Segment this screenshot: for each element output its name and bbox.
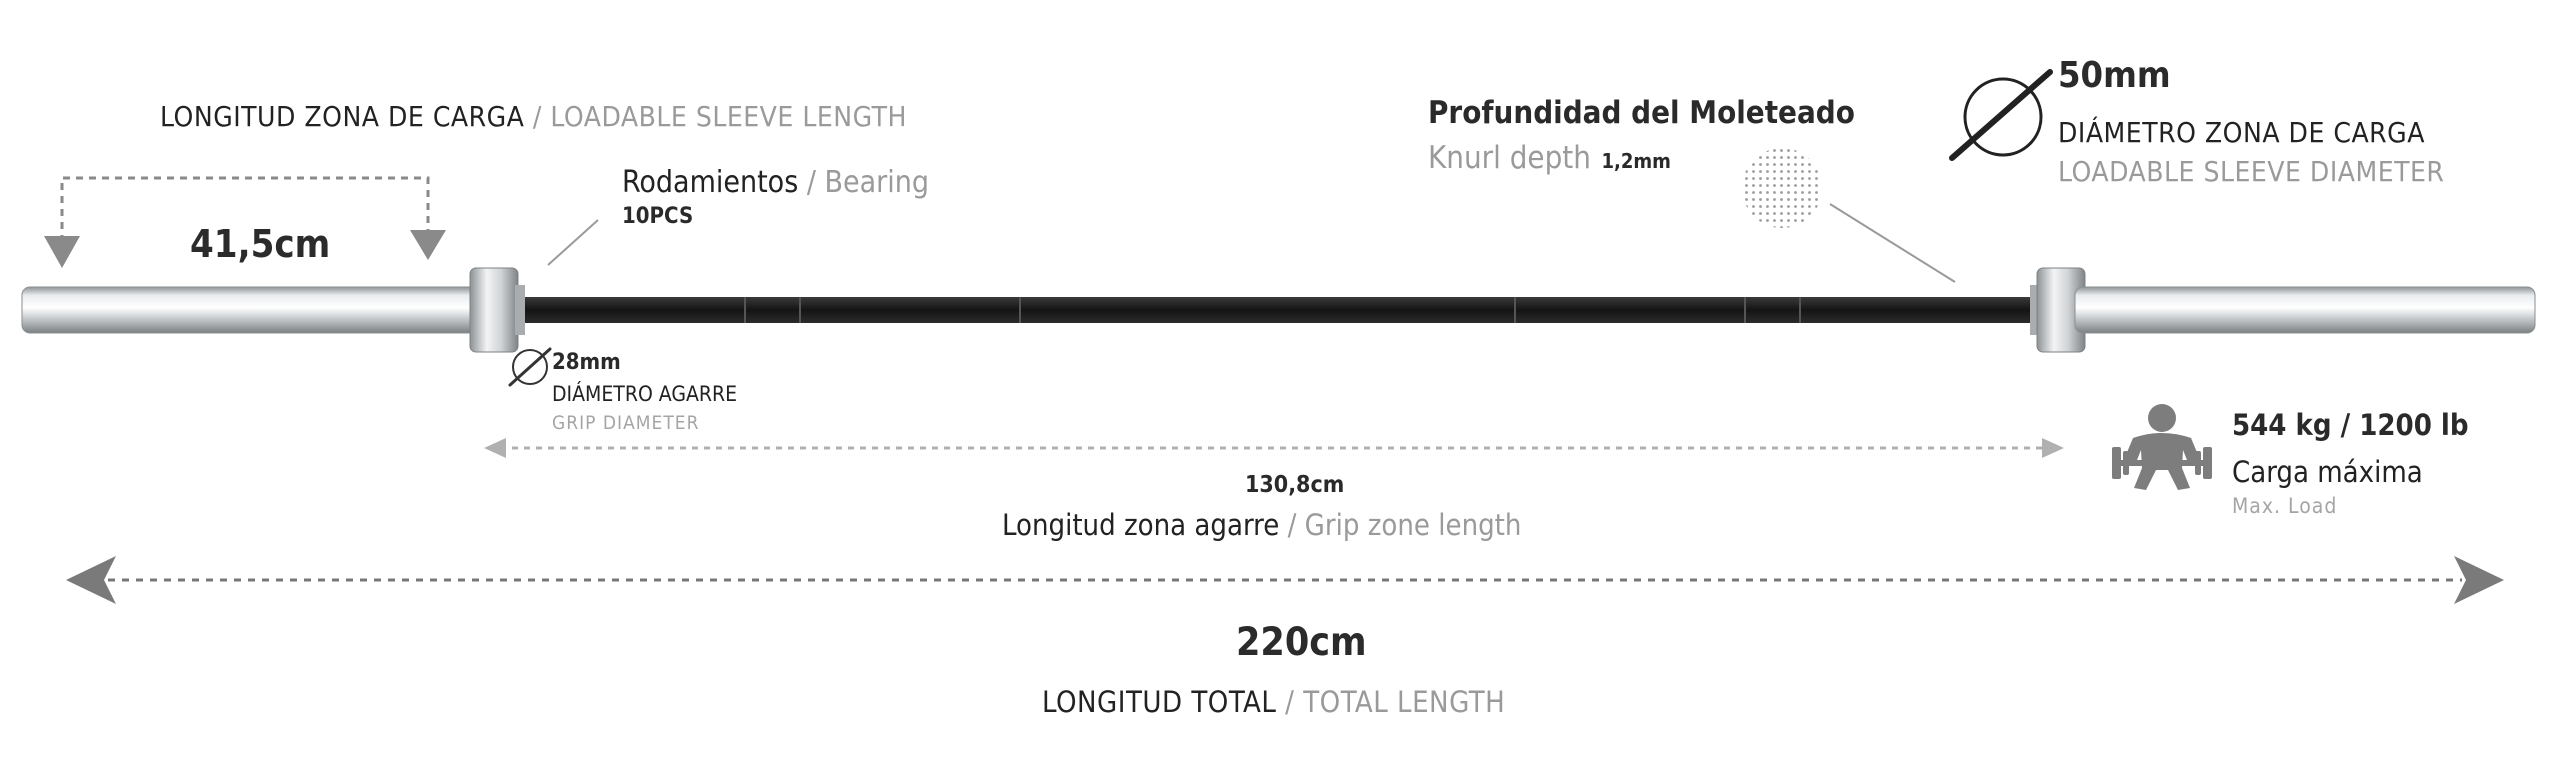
knurl-title-en: Knurl depth <box>1428 140 1591 176</box>
left-collar <box>469 267 519 353</box>
grip-zone-title-es: Longitud zona agarre <box>1002 508 1280 542</box>
weightlifter-icon <box>2112 404 2212 490</box>
sleeve-length-bracket <box>60 176 430 242</box>
grip-diameter-value: 28mm <box>552 350 621 375</box>
knurl-value: 1,2mm <box>1601 149 1671 173</box>
total-length-title-es: LONGITUD TOTAL <box>1042 685 1277 719</box>
sleeve-length-header: LONGITUD ZONA DE CARGA / LOADABLE SLEEVE… <box>160 100 907 133</box>
sleeve-diameter-title-en: LOADABLE SLEEVE DIAMETER <box>2058 155 2445 188</box>
arrow-icon <box>66 556 116 604</box>
grip-zone-title-en: / Grip zone length <box>1287 508 1522 542</box>
bar-shaft <box>520 297 2035 323</box>
knurl-title: Knurl depth 1,2mm <box>1428 140 1671 176</box>
knurl-leader-line <box>1829 203 1956 283</box>
arrow-icon <box>410 230 446 260</box>
grip-diameter-title-en: GRIP DIAMETER <box>552 412 700 434</box>
sleeve-diameter-value: 50mm <box>2058 55 2171 96</box>
knurl-title-es: Profundidad del Moleteado <box>1428 95 1855 131</box>
bearing-label-es: Rodamientos <box>622 165 799 200</box>
sleeve-length-title-en: / LOADABLE SLEEVE LENGTH <box>532 100 907 133</box>
grip-diameter-title-es: DIÁMETRO AGARRE <box>552 382 738 406</box>
total-length-value: 220cm <box>1236 620 1367 665</box>
right-collar-ring <box>2030 285 2040 335</box>
sleeve-length-value: 41,5cm <box>190 222 331 266</box>
left-collar-ring <box>515 285 525 335</box>
sleeve-length-title-es: LONGITUD ZONA DE CARGA <box>160 100 525 133</box>
arrow-icon <box>44 236 80 268</box>
arrow-icon <box>484 438 506 458</box>
max-load-value: 544 kg / 1200 lb <box>2232 408 2469 442</box>
arrow-icon <box>2042 438 2064 458</box>
total-length-title-en: / TOTAL LENGTH <box>1285 685 1506 719</box>
diameter-icon <box>1949 69 2053 161</box>
right-sleeve <box>2074 286 2536 334</box>
max-load-title-es: Carga máxima <box>2232 455 2423 489</box>
bearing-count: 10PCS <box>622 204 694 229</box>
bearing-label-en: / Bearing <box>806 165 929 200</box>
knurl-texture-icon <box>1742 148 1822 228</box>
grip-zone-value: 130,8cm <box>1245 472 1345 498</box>
sleeve-diameter-title-es: DIÁMETRO ZONA DE CARGA <box>2058 116 2425 149</box>
left-sleeve <box>21 286 483 334</box>
bearing-label: Rodamientos / Bearing <box>622 165 929 200</box>
diameter-icon <box>508 347 552 387</box>
arrow-icon <box>2454 556 2504 604</box>
max-load-title-en: Max. Load <box>2232 494 2338 518</box>
total-length-title: LONGITUD TOTAL / TOTAL LENGTH <box>1042 685 1505 719</box>
bearing-leader-line <box>547 219 599 266</box>
grip-zone-title: Longitud zona agarre / Grip zone length <box>1002 508 1521 542</box>
